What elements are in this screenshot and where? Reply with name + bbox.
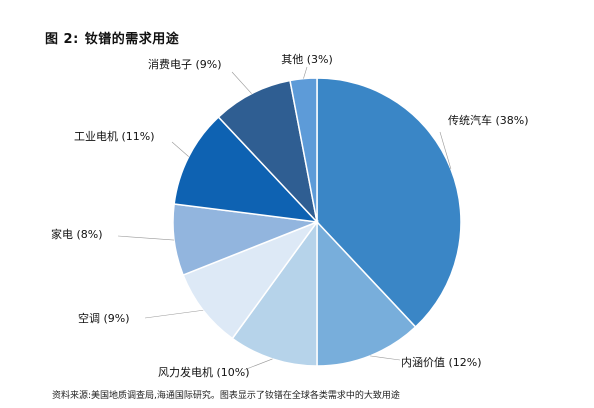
leader-line-2 — [369, 355, 401, 361]
pie-slice-1 — [316, 77, 462, 329]
figure-title-text: 钕镨的需求用途 — [84, 32, 180, 47]
leader-line-8 — [303, 66, 308, 79]
leader-line-4 — [144, 309, 204, 319]
source-label: 资料来源: — [52, 391, 92, 401]
source-text: 美国地质调查局,海通国际研究。图表显示了钕镨在全球各类需求中的大致用途 — [91, 391, 400, 401]
slice-labels: 传统汽车 (38%) 内涵价值 (12%) 风力发电机 (10%) 空调 (9%) 家电… — [51, 53, 529, 379]
pie-slices — [172, 77, 462, 367]
slice-label-3: 风力发电机 (10%) — [158, 365, 250, 379]
leader-line-5 — [117, 235, 175, 241]
figure-title: 图 2: 钕镨的需求用途 — [45, 28, 179, 47]
slice-label-5: 家电 (8%) — [51, 227, 103, 241]
slice-label-1: 传统汽车 (38%) — [448, 113, 529, 127]
pie-slice-3 — [231, 219, 318, 367]
pie-slice-7 — [217, 79, 319, 225]
slice-label-6: 工业电机 (11%) — [74, 129, 155, 143]
leader-line-7 — [231, 71, 252, 94]
leader-line-3 — [243, 358, 273, 371]
leader-lines — [117, 66, 452, 371]
pie-slice-4 — [182, 220, 320, 340]
slice-label-7: 消费电子 (9%) — [148, 57, 222, 71]
slice-label-4: 空调 (9%) — [78, 311, 130, 325]
leader-line-6 — [171, 141, 189, 157]
pie-slice-2 — [316, 220, 417, 367]
figure-number: 图 2: — [45, 32, 79, 47]
source-note: 资料来源:美国地质调查局,海通国际研究。图表显示了钕镨在全球各类需求中的大致用途 — [52, 388, 400, 401]
slice-label-2: 内涵价值 (12%) — [401, 355, 482, 369]
slice-label-8: 其他 (3%) — [281, 53, 333, 66]
leader-line-1 — [439, 131, 452, 170]
